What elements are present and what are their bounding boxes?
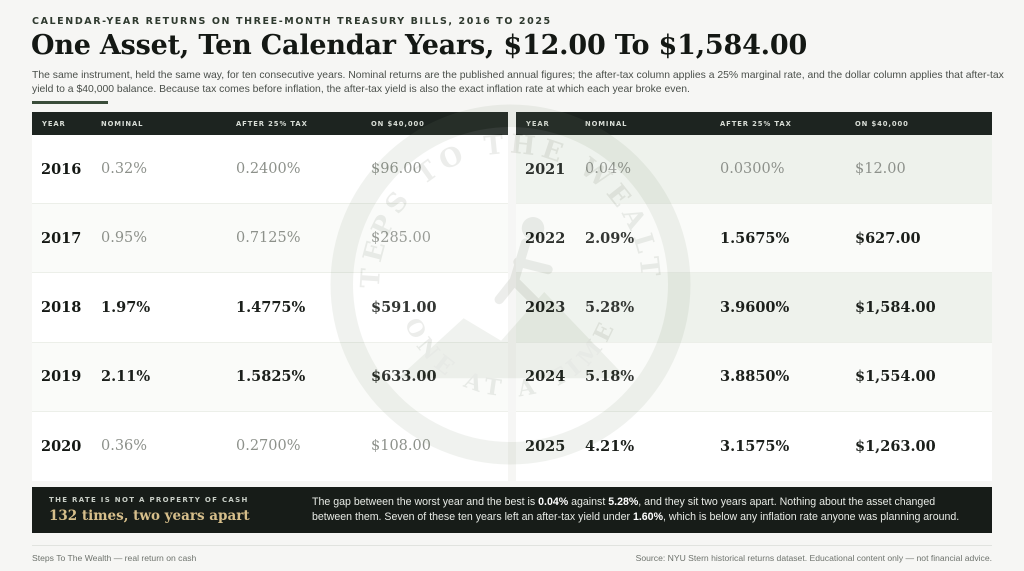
year-cell: 2019 (41, 368, 82, 386)
accent-bar (32, 101, 108, 104)
dollars-cell: $1,554.00 (855, 368, 936, 386)
kicker: CALENDAR-YEAR RETURNS ON THREE-MONTH TRE… (32, 16, 552, 27)
table-row: 2019 2.11% 1.5825% $633.00 (32, 342, 508, 412)
dollars-cell: $591.00 (371, 298, 437, 316)
nominal-cell: 0.04% (585, 161, 632, 178)
footer-source: Source: NYU Stern historical returns dat… (635, 553, 992, 563)
nominal-cell: 1.97% (101, 298, 151, 316)
year-cell: 2020 (41, 437, 82, 455)
table-row: 2017 0.95% 0.7125% $285.00 (32, 204, 508, 274)
callout-heading-block: THE RATE IS NOT A PROPERTY OF CASH 132 t… (32, 496, 312, 524)
year-cell: 2021 (525, 160, 566, 178)
year-cell: 2016 (41, 160, 82, 178)
nominal-cell: 2.09% (585, 229, 635, 247)
table-row: 2022 2.09% 1.5675% $627.00 (516, 204, 992, 274)
table-row: 2025 4.21% 3.1575% $1,263.00 (516, 412, 992, 481)
threshold-rate: 1.60% (632, 511, 663, 523)
nominal-cell: 4.21% (585, 437, 635, 455)
page-title: One Asset, Ten Calendar Years, $12.00 To… (31, 30, 808, 61)
year-cell: 2018 (41, 298, 82, 316)
nominal-cell: 5.18% (585, 368, 635, 386)
after-tax-cell: 0.2400% (236, 161, 301, 178)
returns-table-right: YEAR NOMINAL AFTER 25% TAX ON $40,000 20… (516, 112, 992, 481)
year-cell: 2022 (525, 229, 566, 247)
after-tax-cell: 1.5675% (720, 229, 790, 247)
nominal-cell: 5.28% (585, 298, 635, 316)
dollars-cell: $285.00 (371, 230, 431, 247)
nominal-cell: 2.11% (101, 368, 151, 386)
column-header-dollars: ON $40,000 (371, 119, 425, 128)
page-subtitle: The same instrument, held the same way, … (32, 70, 1004, 95)
column-header-nominal: NOMINAL (101, 119, 144, 128)
table-row: 2018 1.97% 1.4775% $591.00 (32, 273, 508, 343)
callout-banner: THE RATE IS NOT A PROPERTY OF CASH 132 t… (32, 487, 992, 533)
after-tax-cell: 1.4775% (236, 298, 306, 316)
after-tax-cell: 0.0300% (720, 161, 785, 178)
best-rate: 5.28% (608, 496, 639, 508)
dollars-cell: $633.00 (371, 368, 437, 386)
returns-table-left: YEAR NOMINAL AFTER 25% TAX ON $40,000 20… (32, 112, 508, 481)
callout-headline: 132 times, two years apart (49, 508, 250, 524)
after-tax-cell: 0.2700% (236, 438, 301, 455)
callout-body: The gap between the worst year and the b… (312, 496, 960, 523)
table-row: 2024 5.18% 3.8850% $1,554.00 (516, 342, 992, 412)
table-row: 2020 0.36% 0.2700% $108.00 (32, 412, 508, 481)
nominal-cell: 0.36% (101, 438, 148, 455)
callout-kicker: THE RATE IS NOT A PROPERTY OF CASH (49, 496, 249, 504)
after-tax-cell: 3.8850% (720, 368, 790, 386)
table-row: 2016 0.32% 0.2400% $96.00 (32, 135, 508, 205)
table-row: 2021 0.04% 0.0300% $12.00 (516, 135, 992, 205)
after-tax-cell: 3.1575% (720, 437, 790, 455)
after-tax-cell: 3.9600% (720, 298, 790, 316)
nominal-cell: 0.32% (101, 161, 148, 178)
column-header-after-tax: AFTER 25% TAX (720, 119, 792, 128)
table-row: 2023 5.28% 3.9600% $1,584.00 (516, 273, 992, 343)
column-header-nominal: NOMINAL (585, 119, 628, 128)
dollars-cell: $108.00 (371, 438, 431, 455)
dollars-cell: $627.00 (855, 229, 921, 247)
after-tax-cell: 1.5825% (236, 368, 306, 386)
table-header: YEAR NOMINAL AFTER 25% TAX ON $40,000 (32, 112, 508, 135)
dollars-cell: $96.00 (371, 161, 422, 178)
table-header: YEAR NOMINAL AFTER 25% TAX ON $40,000 (516, 112, 992, 135)
worst-rate: 0.04% (538, 496, 569, 508)
year-cell: 2023 (525, 298, 566, 316)
year-cell: 2025 (525, 437, 566, 455)
column-header-dollars: ON $40,000 (855, 119, 909, 128)
after-tax-cell: 0.7125% (236, 230, 301, 247)
dollars-cell: $1,263.00 (855, 437, 936, 455)
footer-divider (32, 545, 992, 546)
year-cell: 2017 (41, 229, 82, 247)
year-cell: 2024 (525, 368, 566, 386)
footer-brand: Steps To The Wealth — real return on cas… (32, 553, 197, 563)
dollars-cell: $12.00 (855, 161, 906, 178)
column-header-year: YEAR (42, 119, 66, 128)
dollars-cell: $1,584.00 (855, 298, 936, 316)
column-header-after-tax: AFTER 25% TAX (236, 119, 308, 128)
nominal-cell: 0.95% (101, 230, 148, 247)
column-header-year: YEAR (526, 119, 550, 128)
